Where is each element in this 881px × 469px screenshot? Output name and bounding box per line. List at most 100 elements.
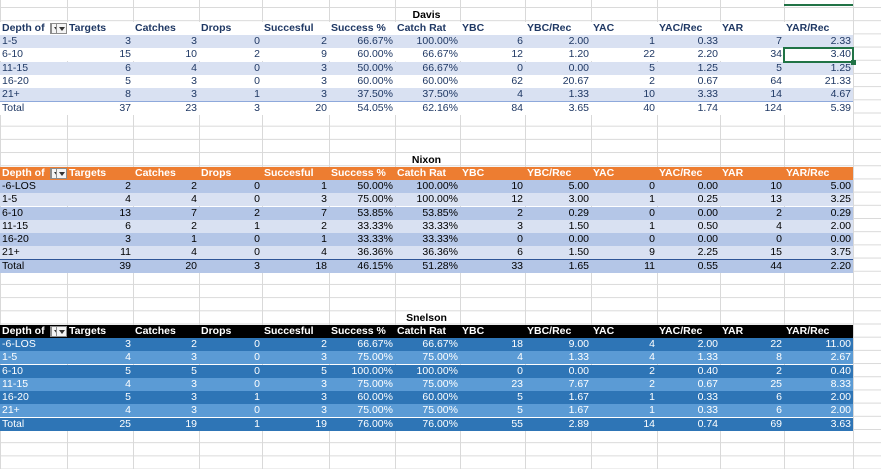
cell-ybc-rec[interactable]: 7.67 (568, 377, 589, 390)
cell-catch-rate[interactable]: 66.67% (422, 338, 458, 351)
cell-ybc[interactable]: 33 (511, 260, 523, 273)
cell-successful[interactable]: 7 (321, 206, 327, 219)
cell-yac-rec[interactable]: 0.67 (697, 74, 718, 87)
cell-yac[interactable]: 5 (649, 61, 655, 74)
cell-ybc-rec[interactable]: 1.65 (568, 260, 589, 273)
cell-catches[interactable]: 3 (191, 351, 197, 364)
cell-catches[interactable]: 4 (191, 246, 197, 259)
cell-yar[interactable]: 13 (770, 193, 782, 206)
cell-yar-rec[interactable]: 0.40 (830, 364, 851, 377)
cell-successful[interactable]: 20 (315, 102, 327, 115)
cell-success-pct[interactable]: 60.00% (357, 391, 393, 403)
cell-catches[interactable]: 23 (185, 102, 197, 115)
cell-yac-rec[interactable]: 2.20 (697, 48, 718, 61)
header-ybc[interactable]: YBC (462, 22, 485, 34)
cell-yar[interactable]: 0 (776, 233, 782, 245)
header-yac[interactable]: YAC (593, 167, 615, 179)
cell-catch-rate[interactable]: 33.33% (422, 219, 458, 232)
cell-depth[interactable]: 11-15 (2, 219, 29, 232)
cell-catch-rate[interactable]: 60.00% (422, 391, 458, 403)
cell-yar-rec[interactable]: 8.33 (830, 377, 851, 390)
cell-successful[interactable]: 2 (321, 35, 327, 48)
cell-yac[interactable]: 2 (649, 364, 655, 377)
cell-yar[interactable]: 8 (776, 351, 782, 364)
cell-catch-rate[interactable]: 76.00% (422, 418, 458, 431)
cell-ybc[interactable]: 6 (517, 246, 523, 259)
cell-yar-rec[interactable]: 0.00 (830, 233, 851, 245)
header-ybc-rec[interactable]: YBC/Rec (527, 22, 572, 34)
cell-drops[interactable]: 1 (254, 391, 260, 403)
cell-successful[interactable]: 5 (321, 364, 327, 377)
cell-yac-rec[interactable]: 0.00 (697, 180, 718, 193)
header-yar[interactable]: YAR (722, 325, 744, 337)
cell-yar[interactable]: 64 (770, 74, 782, 87)
cell-successful[interactable]: 3 (321, 61, 327, 74)
cell-ybc-rec[interactable]: 3.00 (568, 193, 589, 206)
cell-drops[interactable]: 0 (254, 338, 260, 351)
cell-yac[interactable]: 4 (649, 351, 655, 364)
cell-targets[interactable]: 3 (125, 233, 131, 245)
cell-yac-rec[interactable]: 2.25 (697, 246, 718, 259)
cell-catches[interactable]: 2 (191, 338, 197, 351)
filter-dropdown-icon[interactable] (56, 23, 67, 34)
cell-yac-rec[interactable]: 0.33 (697, 35, 718, 48)
cell-drops[interactable]: 2 (254, 206, 260, 219)
cell-yac-rec[interactable]: 0.74 (697, 418, 718, 431)
cell-yac-rec[interactable]: 1.33 (697, 351, 718, 364)
cell-drops[interactable]: 0 (254, 404, 260, 417)
cell-ybc-rec[interactable]: 1.33 (568, 88, 589, 100)
cell-successful[interactable]: 3 (321, 74, 327, 87)
cell-ybc-rec[interactable]: 1.50 (568, 246, 589, 259)
cell-yac-rec[interactable]: 1.25 (697, 61, 718, 74)
cell-catches[interactable]: 5 (191, 364, 197, 377)
cell-depth[interactable]: 21+ (2, 404, 20, 417)
header-catch-rate[interactable]: Catch Rat (397, 22, 447, 34)
cell-yac[interactable]: 40 (643, 102, 655, 115)
cell-yac-rec[interactable]: 0.50 (697, 219, 718, 232)
cell-depth[interactable]: 16-20 (2, 233, 29, 245)
cell-yar-rec[interactable]: 2.00 (830, 391, 851, 403)
cell-depth[interactable]: 1-5 (2, 35, 18, 48)
header-ybc-rec[interactable]: YBC/Rec (527, 325, 572, 337)
cell-yac-rec[interactable]: 0.67 (697, 377, 718, 390)
cell-yac[interactable]: 9 (649, 246, 655, 259)
cell-yac[interactable]: 1 (649, 404, 655, 417)
cell-yar-rec[interactable]: 3.75 (830, 246, 851, 259)
cell-yac[interactable]: 2 (649, 377, 655, 390)
cell-yar-rec[interactable]: 21.33 (824, 74, 851, 87)
cell-ybc[interactable]: 4 (517, 351, 523, 364)
cell-yar-rec[interactable]: 4.67 (830, 88, 851, 100)
cell-successful[interactable]: 3 (321, 391, 327, 403)
cell-yar[interactable]: 14 (770, 88, 782, 100)
cell-success-pct[interactable]: 100.00% (351, 364, 393, 377)
cell-successful[interactable]: 3 (321, 193, 327, 206)
cell-ybc[interactable]: 18 (511, 338, 523, 351)
header-yar[interactable]: YAR (722, 167, 744, 179)
cell-yar-rec[interactable]: 2.00 (830, 219, 851, 232)
cell-ybc[interactable]: 0 (517, 364, 523, 377)
cell-ybc-rec[interactable]: 20.67 (562, 74, 589, 87)
cell-yar[interactable]: 25 (770, 377, 782, 390)
cell-yac-rec[interactable]: 0.33 (697, 404, 718, 417)
header-depth[interactable]: Depth of (2, 167, 45, 179)
cell-yac[interactable]: 1 (649, 35, 655, 48)
cell-yac[interactable]: 1 (649, 391, 655, 403)
cell-catch-rate[interactable]: 60.00% (422, 74, 458, 87)
cell-yac[interactable]: 0 (649, 206, 655, 219)
cell-catch-rate[interactable]: 100.00% (416, 180, 458, 193)
cell-ybc[interactable]: 84 (511, 102, 523, 115)
header-success-pct[interactable]: Success % (331, 22, 386, 34)
cell-ybc-rec[interactable]: 1.20 (568, 48, 589, 61)
cell-targets[interactable]: 5 (125, 364, 131, 377)
cell-drops[interactable]: 0 (254, 74, 260, 87)
cell-catch-rate[interactable]: 75.00% (422, 404, 458, 417)
cell-catches[interactable]: 3 (191, 88, 197, 100)
cell-catch-rate[interactable]: 75.00% (422, 351, 458, 364)
cell-drops[interactable]: 0 (254, 246, 260, 259)
cell-depth[interactable]: 11-15 (2, 377, 29, 390)
cell-catch-rate[interactable]: 100.00% (416, 35, 458, 48)
selected-cell-outline[interactable] (783, 47, 854, 63)
fill-handle[interactable] (851, 59, 856, 65)
cell-ybc[interactable]: 6 (517, 35, 523, 48)
header-catches[interactable]: Catches (135, 325, 176, 337)
